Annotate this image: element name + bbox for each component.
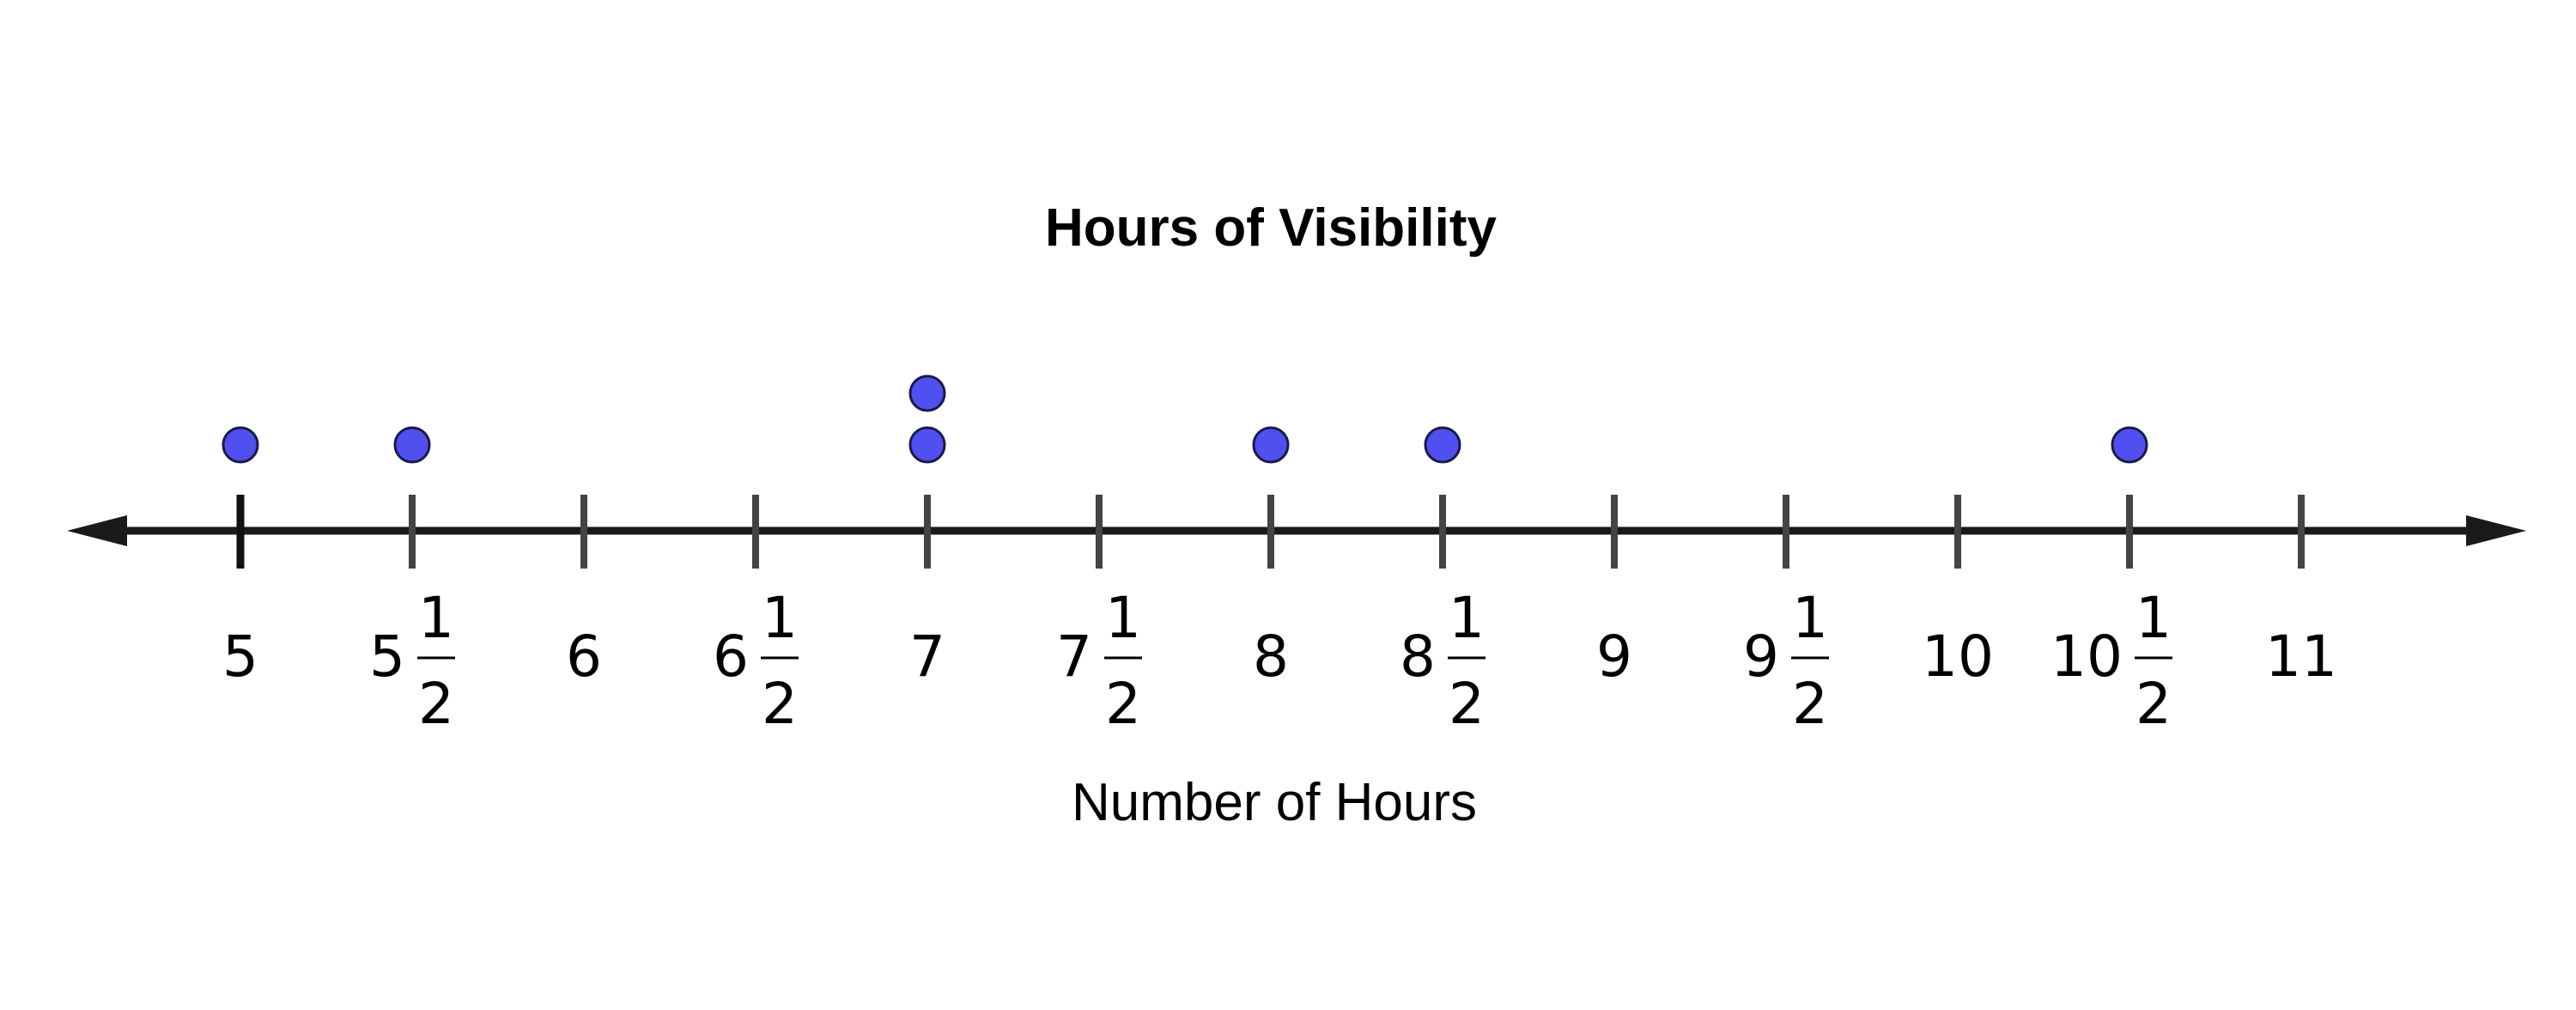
tick-label: 8 xyxy=(1253,624,1289,690)
data-dot xyxy=(908,426,946,464)
tick-label-whole: 11 xyxy=(2265,624,2337,690)
x-axis-label: Number of Hours xyxy=(1072,773,1477,832)
data-dot xyxy=(2111,426,2148,464)
tick-label-denominator: 2 xyxy=(418,671,454,737)
tick-label: 51 2 xyxy=(369,585,455,737)
tick-label-whole: 8 xyxy=(1253,624,1289,690)
tick-label-whole: 5 xyxy=(222,624,258,690)
tick-label: 81 2 xyxy=(1400,585,1485,737)
tick-label: 10 xyxy=(1922,624,1994,690)
data-dots xyxy=(222,374,2148,464)
data-dot xyxy=(1252,426,1290,464)
tick-label: 91 2 xyxy=(1743,585,1829,737)
tick-label: 7 xyxy=(909,624,945,690)
tick-label: 6 xyxy=(566,624,602,690)
tick-label-numerator: 1 xyxy=(1105,585,1141,651)
number-line xyxy=(67,515,2526,546)
tick-marks xyxy=(236,495,2305,569)
tick-label: 101 2 xyxy=(2050,585,2172,737)
tick-label-whole: 8 xyxy=(1400,624,1436,690)
tick-label: 61 2 xyxy=(713,585,799,737)
tick-label-whole: 7 xyxy=(1056,624,1092,690)
tick-label-denominator: 2 xyxy=(1792,671,1828,737)
tick-label-whole: 7 xyxy=(909,624,945,690)
left-arrow-icon xyxy=(67,515,127,546)
tick-label-denominator: 2 xyxy=(1105,671,1141,737)
tick-label-whole: 10 xyxy=(1922,624,1994,690)
data-dot xyxy=(908,374,946,412)
tick-label: 11 xyxy=(2265,624,2337,690)
tick-label-denominator: 2 xyxy=(1449,671,1485,737)
tick-label-numerator: 1 xyxy=(1449,585,1485,651)
data-dot xyxy=(222,426,259,464)
tick-label: 9 xyxy=(1596,624,1632,690)
chart-title: Hours of Visibility xyxy=(1045,198,1497,258)
tick-label-whole: 6 xyxy=(713,624,749,690)
tick-label-numerator: 1 xyxy=(762,585,798,651)
tick-label-numerator: 1 xyxy=(418,585,454,651)
tick-label-denominator: 2 xyxy=(762,671,798,737)
tick-label-denominator: 2 xyxy=(2136,671,2172,737)
tick-label-numerator: 1 xyxy=(2136,585,2172,651)
right-arrow-icon xyxy=(2466,515,2526,546)
data-dot xyxy=(1424,426,1461,464)
tick-label-whole: 6 xyxy=(566,624,602,690)
tick-label-whole: 10 xyxy=(2050,624,2123,690)
tick-label: 71 2 xyxy=(1056,585,1142,737)
data-dot xyxy=(393,426,431,464)
tick-label-numerator: 1 xyxy=(1792,585,1828,651)
tick-label: 5 xyxy=(222,624,258,690)
tick-label-whole: 9 xyxy=(1743,624,1779,690)
tick-label-whole: 9 xyxy=(1596,624,1632,690)
tick-label-whole: 5 xyxy=(369,624,405,690)
